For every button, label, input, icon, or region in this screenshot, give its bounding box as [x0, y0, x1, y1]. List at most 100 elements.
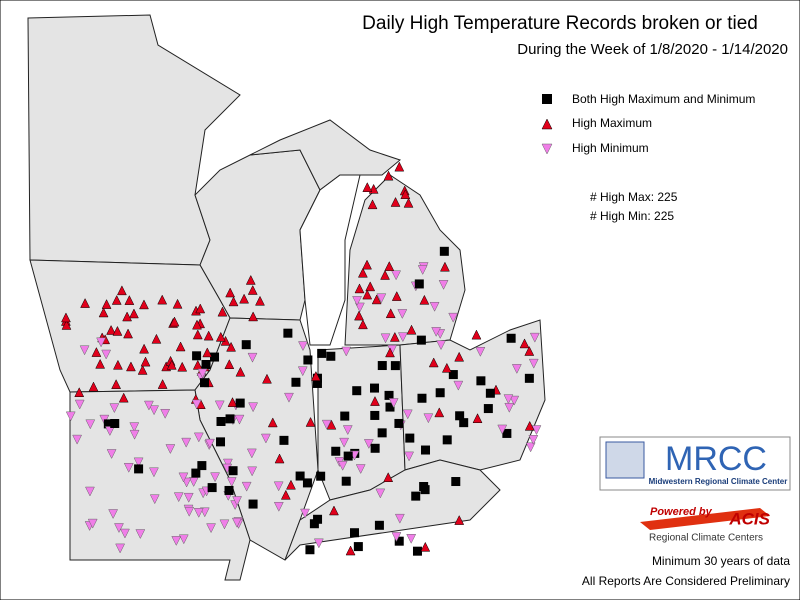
- record-marker: [451, 477, 461, 487]
- record-marker: [438, 280, 449, 290]
- record-marker: [519, 338, 530, 349]
- record-marker: [216, 416, 226, 426]
- record-marker: [247, 352, 258, 363]
- record-marker: [234, 414, 245, 425]
- record-marker: [248, 402, 259, 413]
- record-marker: [394, 513, 405, 524]
- record-marker: [428, 357, 439, 368]
- record-marker: [200, 378, 210, 388]
- record-marker: [394, 161, 405, 172]
- record-marker: [442, 435, 452, 445]
- record-marker: [354, 283, 365, 294]
- record-marker: [139, 299, 149, 310]
- record-marker: [459, 418, 469, 428]
- record-marker: [201, 359, 211, 369]
- record-marker: [246, 448, 257, 459]
- record-marker: [172, 298, 183, 309]
- record-marker: [362, 289, 373, 300]
- record-marker: [177, 361, 188, 372]
- record-marker: [178, 534, 189, 545]
- record-marker: [202, 347, 213, 358]
- record-marker: [255, 295, 265, 306]
- record-marker: [171, 536, 182, 546]
- record-marker: [357, 267, 368, 278]
- record-marker: [345, 545, 356, 556]
- record-marker: [354, 310, 364, 321]
- record-marker: [524, 420, 535, 431]
- record-marker: [352, 296, 362, 306]
- record-marker: [420, 485, 430, 495]
- record-marker: [104, 426, 115, 437]
- logo-full-name: Midwestern Regional Climate Center: [649, 477, 788, 486]
- record-marker: [370, 410, 380, 420]
- record-marker: [106, 449, 117, 460]
- record-marker: [435, 388, 445, 398]
- record-marker: [353, 542, 363, 552]
- record-marker: [388, 398, 399, 409]
- record-marker: [248, 499, 258, 509]
- record-marker: [529, 332, 540, 343]
- record-marker: [219, 519, 230, 530]
- record-marker: [343, 451, 353, 461]
- record-marker: [61, 319, 72, 330]
- record-marker: [192, 351, 202, 361]
- record-marker: [385, 347, 395, 358]
- record-marker: [303, 355, 313, 365]
- record-marker: [192, 329, 203, 340]
- record-marker: [245, 274, 256, 285]
- record-marker: [377, 428, 387, 438]
- record-marker: [300, 508, 310, 519]
- record-marker: [122, 311, 133, 322]
- logo-name: MRCC: [665, 440, 767, 478]
- record-marker: [397, 332, 408, 343]
- record-marker: [216, 437, 226, 447]
- record-marker: [232, 496, 242, 507]
- record-marker: [454, 351, 465, 362]
- record-marker: [120, 528, 130, 539]
- record-marker: [448, 312, 459, 323]
- record-marker: [341, 346, 352, 357]
- record-marker: [144, 400, 154, 411]
- record-marker: [504, 402, 515, 413]
- record-marker: [109, 403, 120, 414]
- record-marker: [370, 383, 380, 393]
- mrcc-logo: MRCC Midwestern Regional Climate Center: [599, 436, 791, 491]
- record-marker: [80, 298, 90, 308]
- record-marker: [160, 408, 171, 419]
- kentucky: [284, 459, 501, 561]
- legend: Both High Maximum and Minimum High Maxim…: [541, 92, 755, 155]
- record-marker: [312, 378, 322, 388]
- record-marker: [329, 505, 339, 516]
- record-marker: [421, 445, 431, 455]
- record-marker: [455, 411, 465, 421]
- record-marker: [113, 359, 123, 370]
- record-marker: [166, 359, 177, 370]
- record-marker: [165, 444, 176, 455]
- record-marker: [302, 478, 312, 488]
- record-marker: [137, 364, 148, 375]
- record-marker: [184, 506, 195, 517]
- record-marker: [383, 170, 394, 181]
- record-marker: [205, 438, 215, 449]
- record-marker: [423, 413, 434, 424]
- record-marker: [91, 347, 102, 357]
- record-marker: [101, 299, 112, 309]
- record-marker: [506, 333, 516, 343]
- record-marker: [454, 515, 465, 525]
- record-marker: [297, 366, 308, 377]
- record-marker: [178, 472, 189, 483]
- record-marker: [370, 443, 380, 453]
- record-marker: [217, 306, 228, 317]
- upper-michigan: [249, 119, 402, 191]
- record-marker: [175, 341, 186, 352]
- record-marker: [134, 464, 144, 474]
- record-marker: [72, 434, 83, 445]
- record-marker: [207, 483, 217, 493]
- record-marker: [203, 330, 214, 341]
- record-marker: [355, 464, 366, 475]
- record-marker: [241, 481, 252, 492]
- record-marker: [397, 309, 408, 319]
- record-marker: [471, 329, 482, 340]
- record-marker: [384, 390, 394, 400]
- acis-logo: Powered by ACIS Regional Climate Centers: [640, 506, 771, 544]
